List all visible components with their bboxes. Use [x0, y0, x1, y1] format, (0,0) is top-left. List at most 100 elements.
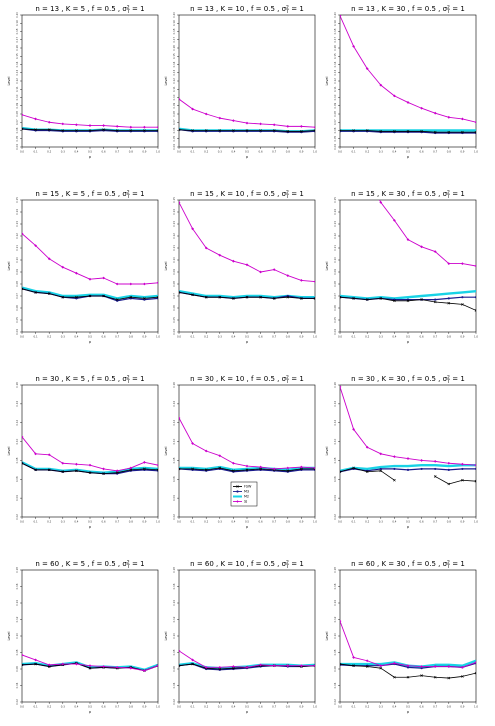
x-tick-label: 1.0: [156, 705, 160, 709]
panel-title: n = 15 , K = 10 , f = 0.5 , σ2 T = 1: [190, 190, 304, 201]
data-point: [245, 129, 249, 132]
y-tick-label: 0.08: [172, 281, 176, 287]
x-tick-label: 0.3: [218, 150, 222, 154]
x-tick-label: 0.0: [177, 150, 181, 154]
plot-frame: [339, 384, 477, 518]
y-tick-label: 0.10: [333, 438, 337, 444]
panel-title-sigma-sup: 2: [447, 560, 450, 566]
y-tick-label: 0.10: [333, 257, 337, 263]
data-point: [300, 297, 303, 300]
data-point: [433, 250, 437, 253]
panel-title-sigma: σ: [122, 560, 127, 568]
y-tick-label: 0.14: [15, 401, 19, 407]
y-tick-label: 0.12: [15, 233, 19, 239]
data-point: [34, 128, 37, 131]
y-tick-label: 0.10: [172, 438, 176, 444]
x-tick-label: 0.3: [61, 705, 65, 709]
series-line: [435, 476, 476, 485]
data-point: [434, 467, 437, 471]
y-tick-label: 0.20: [333, 12, 337, 18]
data-point: [88, 277, 92, 281]
y-tick-label: 0.10: [15, 94, 19, 100]
panel-3: n = 13 , K = 30 , f = 0.5 , σ2 T = 10.040…: [325, 5, 478, 160]
x-axis-label: ρ: [89, 710, 91, 714]
data-point: [204, 665, 208, 669]
y-tick-label: 0.08: [333, 281, 337, 287]
data-point: [447, 297, 450, 300]
data-point: [313, 664, 315, 668]
data-point: [365, 659, 369, 663]
data-point: [340, 662, 342, 666]
y-tick-label: 0.11: [172, 86, 176, 92]
y-tick-label: 0.16: [15, 45, 19, 51]
panel-title-sigma-sub: T: [126, 379, 130, 385]
x-tick-label: 0.7: [433, 150, 437, 154]
x-tick-label: 0.4: [392, 520, 396, 524]
data-point: [474, 130, 476, 134]
data-point: [366, 468, 368, 470]
data-point: [421, 464, 423, 466]
data-point: [475, 129, 476, 132]
x-tick-label: 0.2: [365, 150, 369, 154]
y-tick-label: 0.15: [172, 197, 176, 203]
x-tick-label: 0.1: [191, 520, 195, 524]
y-tick-label: 0.13: [333, 221, 337, 227]
data-point: [115, 665, 119, 669]
data-point: [22, 127, 24, 131]
y-tick-label: 0.08: [172, 457, 176, 463]
panel-2: n = 13 , K = 10 , f = 0.5 , σ2 T = 10.040…: [164, 5, 317, 160]
data-point: [129, 468, 133, 472]
panel-title-text: n = 13 , K = 30 , f = 0.5 ,: [351, 5, 442, 13]
panel-title-text: n = 30 , K = 10 , f = 0.5 ,: [190, 375, 281, 383]
y-tick-label: 0.13: [333, 70, 337, 76]
data-point: [204, 449, 208, 453]
data-point: [47, 453, 51, 457]
y-tick-label: 0.04: [172, 329, 176, 335]
data-point: [366, 663, 368, 665]
data-point: [406, 675, 410, 679]
y-tick-label: 0.08: [15, 111, 19, 117]
panel-title-sigma: σ: [443, 190, 448, 198]
x-tick-label: 0.2: [204, 705, 208, 709]
legend-marker: [236, 490, 239, 493]
data-point: [61, 122, 65, 126]
panel-11: n = 60 , K = 10 , f = 0.5 , σ2 T = 10.020…: [164, 560, 317, 715]
legend-marker: [236, 500, 239, 503]
panel-1: n = 13 , K = 5 , f = 0.5 , σ2 T = 10.040.…: [7, 5, 160, 160]
x-tick-label: 0.0: [20, 335, 24, 339]
y-tick-label: 0.14: [333, 61, 337, 67]
y-tick-label: 0.12: [172, 419, 176, 425]
y-tick-label: 0.10: [172, 633, 176, 639]
y-tick-label: 0.05: [15, 317, 19, 323]
panel-title-sigma-sup: 2: [286, 560, 289, 566]
data-point: [75, 469, 78, 473]
data-point: [272, 467, 276, 471]
data-point: [232, 665, 235, 668]
series-line: [340, 620, 476, 668]
y-tick-label: 0.19: [333, 20, 337, 26]
x-axis-label: ρ: [407, 525, 409, 529]
data-point: [75, 295, 77, 297]
x-tick-label: 0.3: [379, 520, 383, 524]
data-point: [475, 660, 476, 662]
data-point: [218, 667, 222, 671]
y-tick-label: 0.14: [172, 401, 176, 407]
x-tick-label: 0.1: [34, 705, 38, 709]
data-point: [34, 658, 37, 662]
data-point: [393, 661, 396, 665]
x-tick-label: 0.3: [218, 335, 222, 339]
data-point: [218, 454, 222, 458]
panel-title: n = 13 , K = 10 , f = 0.5 , σ2 T = 1: [190, 5, 304, 16]
data-point: [75, 462, 78, 466]
data-point: [474, 671, 476, 675]
y-tick-label: 0.14: [172, 61, 176, 67]
y-tick-label: 0.14: [172, 600, 176, 606]
y-tick-label: 0.08: [15, 649, 19, 655]
x-tick-label: 1.0: [156, 520, 160, 524]
y-tick-label: 0.06: [15, 127, 19, 133]
data-point: [461, 130, 464, 134]
x-tick-label: 0.8: [129, 150, 133, 154]
data-point: [129, 282, 133, 286]
panel-9: n = 30 , K = 30 , f = 0.5 , σ2 T = 10.020…: [325, 375, 478, 530]
panel-title: n = 13 , K = 5 , f = 0.5 , σ2 T = 1: [35, 5, 144, 16]
